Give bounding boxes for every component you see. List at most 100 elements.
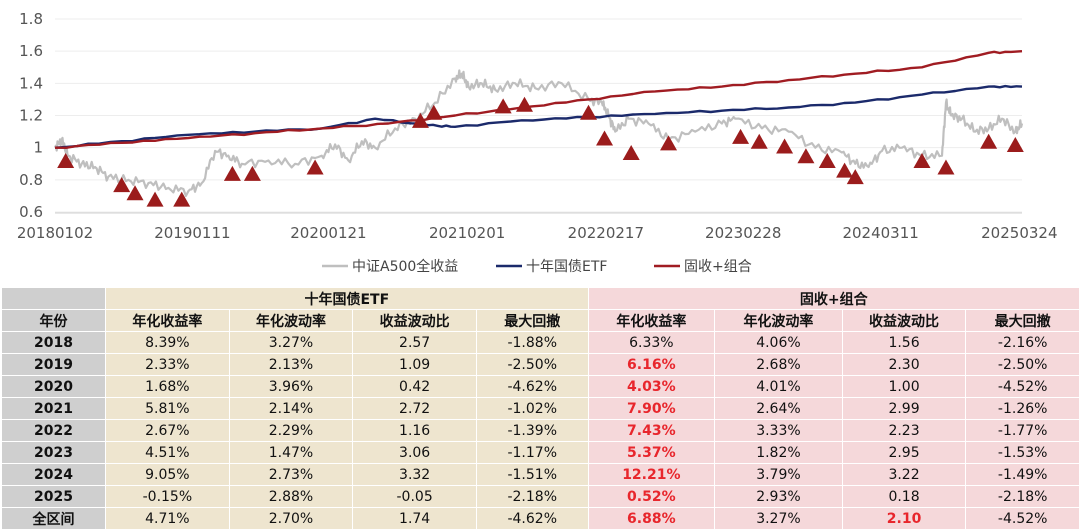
table-cell: 2.14% (229, 397, 354, 420)
series-line-equity-index (53, 69, 1024, 197)
group-header-fixed-income-plus: 固收+组合 (588, 288, 1080, 310)
table-cell-highlight: 7.43% (588, 419, 716, 442)
metric-header-return-vol-ratio: 收益波动比 (352, 309, 477, 332)
table-cell: 3.79% (714, 463, 843, 486)
table-cell: -0.05 (352, 485, 477, 508)
table-cell-highlight: 7.90% (588, 397, 716, 420)
triangle-marker (937, 159, 955, 175)
table-cell: -4.62% (476, 375, 589, 398)
triangle-marker (750, 133, 768, 149)
table-cell: 2.29% (229, 419, 354, 442)
table-cell: 2.68% (714, 353, 843, 376)
year-column-header: 年份 (2, 309, 107, 332)
table-cell: -2.18% (476, 485, 589, 508)
year-cell: 2023 (2, 441, 107, 464)
table-cell: 3.06 (352, 441, 477, 464)
metric-header-max-drawdown: 最大回撤 (965, 309, 1080, 332)
table-cell: 3.27% (229, 331, 354, 354)
x-tick-label: 20220217 (568, 224, 644, 242)
y-tick-label: 1.8 (19, 10, 43, 28)
table-row: 2020 1.68% 3.96% 0.42 -4.62% 4.03% 4.01%… (2, 375, 1080, 398)
table-cell: -2.50% (476, 353, 589, 376)
y-tick-label: 1.2 (19, 107, 43, 125)
triangle-marker (980, 133, 998, 149)
x-tick-label: 20190111 (154, 224, 230, 242)
table-cell: 0.42 (352, 375, 477, 398)
table-corner-cell (2, 288, 107, 310)
table-cell: 2.73% (229, 463, 354, 486)
triangle-marker (732, 128, 750, 144)
triangle-marker (306, 159, 324, 175)
triangle-marker (425, 104, 443, 120)
table-cell: 2.64% (714, 397, 843, 420)
table-cell: -1.26% (965, 397, 1080, 420)
table-cell-highlight: 4.03% (588, 375, 716, 398)
triangle-marker (846, 169, 864, 185)
series-line-fixed-income-plus (54, 50, 1023, 150)
table-cell: -2.18% (965, 485, 1080, 508)
x-tick-label: 20210201 (429, 224, 505, 242)
triangle-marker (223, 165, 241, 181)
marker-layer (57, 96, 1024, 207)
table-cell-highlight: 6.16% (588, 353, 716, 376)
legend-label: 中证A500全收益 (352, 258, 458, 275)
table-cell: -4.62% (476, 507, 589, 530)
triangle-marker (146, 191, 164, 207)
legend-label: 固收+组合 (684, 259, 752, 275)
triangle-marker (580, 104, 598, 120)
metric-header-annual-return: 年化收益率 (588, 309, 716, 332)
table-cell: -1.88% (476, 331, 589, 354)
table-cell: 2.72 (352, 397, 477, 420)
x-tick-label: 20240311 (842, 224, 918, 242)
year-cell: 2020 (2, 375, 107, 398)
triangle-marker (818, 153, 836, 169)
x-tick-label: 20180102 (17, 224, 93, 242)
table-cell: 2.13% (229, 353, 354, 376)
table-metric-header-row: 年份 年化收益率 年化波动率 收益波动比 最大回撤 年化收益率 年化波动率 收益… (2, 309, 1080, 332)
grid-layer (55, 18, 1022, 214)
table-cell: -1.77% (965, 419, 1080, 442)
table-row: 2018 8.39% 3.27% 2.57 -1.88% 6.33% 4.06%… (2, 331, 1080, 354)
year-cell: 2018 (2, 331, 107, 354)
table-cell-highlight: 6.88% (588, 507, 716, 530)
triangle-marker (596, 130, 614, 146)
metric-header-return-vol-ratio: 收益波动比 (842, 309, 967, 332)
table-cell: 2.99 (842, 397, 967, 420)
triangle-marker (126, 185, 144, 201)
table-row: 2019 2.33% 2.13% 1.09 -2.50% 6.16% 2.68%… (2, 353, 1080, 376)
performance-table: 十年国债ETF 固收+组合 年份 年化收益率 年化波动率 收益波动比 最大回撤 … (2, 288, 1080, 530)
table-cell: -1.17% (476, 441, 589, 464)
table-cell: 9.05% (105, 463, 230, 486)
table-cell: 2.57 (352, 331, 477, 354)
table-cell: 2.93% (714, 485, 843, 508)
triangle-marker (515, 96, 533, 112)
table-row: 全区间 4.71% 2.70% 1.74 -4.62% 6.88% 3.27% … (2, 507, 1080, 530)
table-cell: 2.95 (842, 441, 967, 464)
table-cell: 2.67% (105, 419, 230, 442)
series-layer (53, 50, 1024, 197)
table-cell: 1.09 (352, 353, 477, 376)
table-cell: 2.33% (105, 353, 230, 376)
table-cell: 1.56 (842, 331, 967, 354)
table-cell: -2.50% (965, 353, 1080, 376)
table-cell: -1.51% (476, 463, 589, 486)
triangle-marker (836, 162, 854, 178)
year-cell: 2019 (2, 353, 107, 376)
table-row: 2025 -0.15% 2.88% -0.05 -2.18% 0.52% 2.9… (2, 485, 1080, 508)
table-cell-highlight: 2.10 (842, 507, 967, 530)
table-cell: -4.52% (965, 507, 1080, 530)
triangle-marker (913, 153, 931, 169)
triangle-marker (660, 135, 678, 151)
series-line-bond-etf (54, 84, 1023, 149)
table-cell: 1.16 (352, 419, 477, 442)
triangle-marker (411, 112, 429, 128)
table-row: 2024 9.05% 2.73% 3.32 -1.51% 12.21% 3.79… (2, 463, 1080, 486)
table-row: 2022 2.67% 2.29% 1.16 -1.39% 7.43% 3.33%… (2, 419, 1080, 442)
triangle-marker (776, 138, 794, 154)
year-cell: 2025 (2, 485, 107, 508)
table-cell: 5.81% (105, 397, 230, 420)
triangle-marker (173, 191, 191, 207)
x-axis-ticks: 20180102 20190111 20200121 20210201 20220217… (17, 224, 1058, 242)
table-cell: 4.06% (714, 331, 843, 354)
